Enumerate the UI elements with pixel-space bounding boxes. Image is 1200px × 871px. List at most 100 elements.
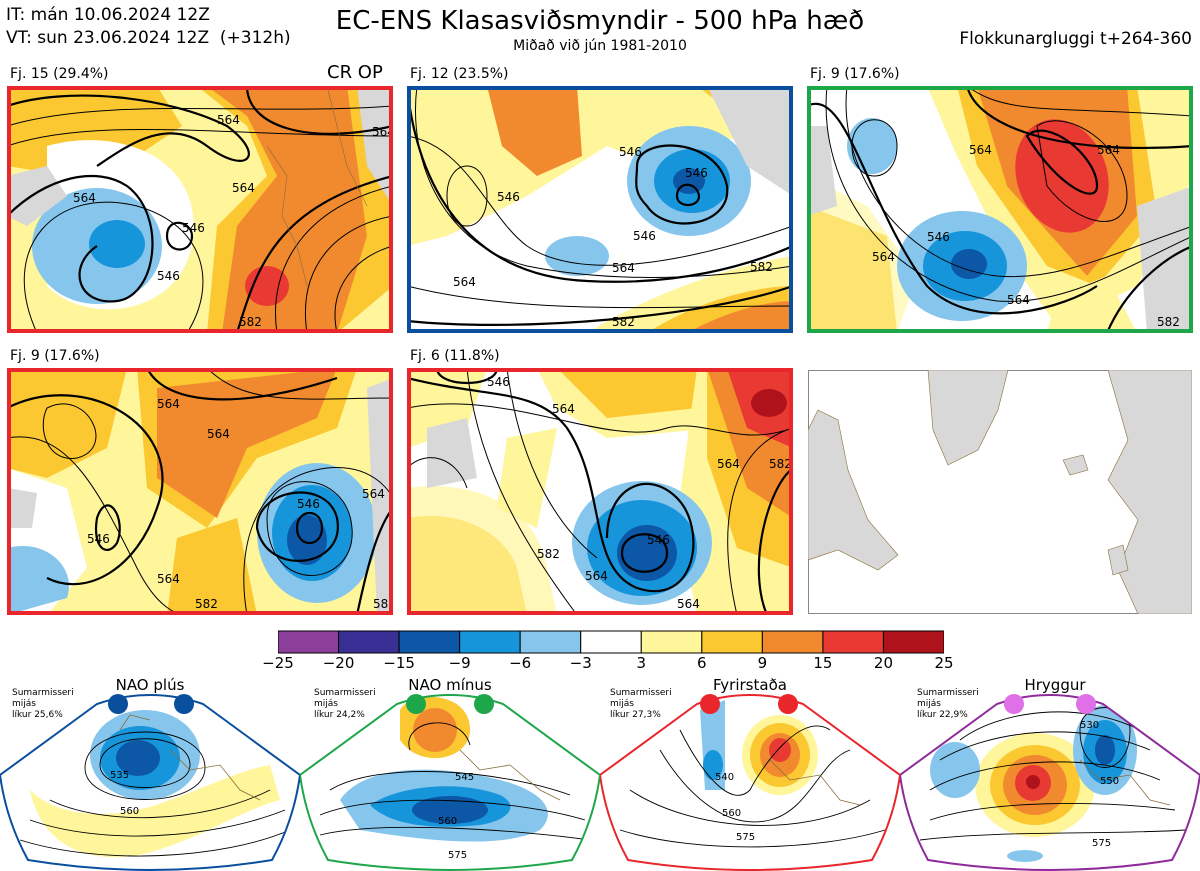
colorbar-segment: [459, 630, 521, 654]
regime-dot: [406, 694, 426, 714]
contour-label: 546: [647, 533, 670, 547]
chart-subtitle: Miðað við jún 1981-2010: [513, 38, 687, 54]
colorbar-segment: [822, 630, 884, 654]
cluster-label-5: Fj. 6 (11.8%): [410, 348, 500, 364]
contour-label: 564: [677, 597, 700, 611]
colorbar-segment: [580, 630, 642, 654]
header-info: IT: mán 10.06.2024 12Z VT: sun 23.06.2024…: [6, 4, 291, 50]
regime-dot: [174, 694, 194, 714]
cluster-map-4: 564 546 564 546 564 564 582 582: [7, 368, 393, 615]
vt-line: VT: sun 23.06.2024 12Z (+312h): [6, 28, 291, 48]
regime-contour-label: 560: [120, 806, 139, 817]
regime-contour-label: 545: [455, 772, 474, 783]
contour-label: 564: [1097, 143, 1120, 157]
contour-label: 564: [73, 191, 96, 205]
regime-map-4: 530 550 575: [900, 694, 1200, 871]
contour-label: 546: [927, 230, 950, 244]
contour-label: 564: [157, 572, 180, 586]
colorbar-tick-label: 3: [636, 654, 647, 672]
regime-line2: mijás: [917, 699, 941, 709]
regime-season: Sumarmisseri: [314, 688, 376, 698]
colorbar-tick-label: −25: [262, 654, 294, 672]
regime-meta-3: Sumarmisseri mijás líkur 27,3%: [610, 688, 700, 721]
colorbar-segment: [761, 630, 824, 654]
colorbar-tick-label: 25: [934, 654, 954, 672]
colorbar-tick-label: 9: [757, 654, 768, 672]
colorbar-segment: [338, 630, 400, 654]
regime-contour-label: 540: [715, 772, 734, 783]
regime-contour-label: 575: [736, 832, 755, 843]
regime-dot: [108, 694, 128, 714]
regime-title-4: Hryggur: [1024, 676, 1086, 694]
colorbar: [278, 630, 944, 654]
window-label: Flokkunargluggi t+264-360: [959, 29, 1192, 49]
cluster-label-1: Fj. 15 (29.4%): [10, 66, 109, 82]
cr-op-tag: CR OP: [327, 62, 383, 83]
regime-map-3: 540 560 575: [600, 694, 900, 871]
cluster-map-5: 546 564 564 582 546 564 582 564: [407, 368, 793, 615]
contour-label: 546: [87, 532, 110, 546]
contour-label: 546: [633, 229, 656, 243]
contour-label: 546: [487, 375, 510, 389]
contour-label: 582: [195, 597, 218, 611]
cluster-map-3: 564 546 564 564 564 582: [807, 86, 1193, 333]
colorbar-segment: [278, 630, 340, 654]
regime-map-1: 535 560: [0, 694, 300, 871]
regime-meta-4: Sumarmisseri mijás líkur 22,9%: [917, 688, 1007, 721]
regime-contour-label: 535: [110, 770, 129, 781]
regime-probability: líkur 22,9%: [917, 710, 968, 720]
colorbar-tick-label: −9: [448, 654, 471, 672]
regime-contour-label: 575: [1092, 838, 1111, 849]
cluster-label-4: Fj. 9 (17.6%): [10, 348, 100, 364]
contour-label: 582: [612, 315, 635, 329]
contour-label: 582: [239, 315, 262, 329]
contour-label: 582: [1157, 315, 1180, 329]
cluster-map-2: 546 546 546 546 564 564 582 582: [407, 86, 793, 333]
contour-label: 564: [232, 181, 255, 195]
regime-contour-label: 560: [722, 808, 741, 819]
regime-line2: mijás: [314, 699, 338, 709]
contour-label: 564: [207, 427, 230, 441]
regime-probability: líkur 25,6%: [12, 710, 63, 720]
contour-label: 564: [372, 125, 393, 139]
colorbar-tick-label: −15: [383, 654, 415, 672]
regime-season: Sumarmisseri: [917, 688, 979, 698]
contour-label: 546: [182, 221, 205, 235]
regime-contour-label: 530: [1080, 720, 1099, 731]
regime-map-2: 545 560 575: [300, 694, 600, 871]
regime-title-2: NAO mínus: [408, 676, 492, 694]
colorbar-segment: [398, 630, 461, 654]
regime-probability: líkur 24,2%: [314, 710, 365, 720]
regime-season: Sumarmisseri: [12, 688, 74, 698]
contour-label: 564: [585, 569, 608, 583]
colorbar-labels: −25 −20 −15 −9 −6 −3 3 6 9 15 20 25: [262, 654, 953, 674]
regime-contour-label: 575: [448, 850, 467, 861]
contour-label: 564: [969, 143, 992, 157]
contour-label: 564: [217, 113, 240, 127]
regime-title-1: NAO plús: [115, 676, 185, 694]
contour-label: 582: [537, 547, 560, 561]
regime-line2: mijás: [610, 699, 634, 709]
regime-dot: [1004, 694, 1024, 714]
regime-title-3: Fyrirstaða: [713, 676, 787, 694]
regime-meta-2: Sumarmisseri mijás líkur 24,2%: [314, 688, 404, 721]
cluster-label-3: Fj. 9 (17.6%): [810, 66, 900, 82]
regime-dot: [778, 694, 798, 714]
contour-label: 546: [497, 190, 520, 204]
contour-label: 582: [373, 597, 393, 611]
contour-label: 546: [297, 497, 320, 511]
regime-meta-1: Sumarmisseri mijás líkur 25,6%: [12, 688, 102, 721]
regime-probability: líkur 27,3%: [610, 710, 661, 720]
regime-line2: mijás: [12, 699, 36, 709]
cluster-map-1: 564 564 564 546 546 564 582: [7, 86, 393, 333]
contour-label: 564: [362, 487, 385, 501]
contour-label: 564: [1007, 293, 1030, 307]
colorbar-tick-label: −3: [569, 654, 592, 672]
contour-label: 564: [453, 275, 476, 289]
contour-label: 546: [685, 166, 708, 180]
colorbar-segment: [882, 630, 944, 654]
it-line: IT: mán 10.06.2024 12Z: [6, 5, 210, 25]
regime-contour-label: 560: [438, 816, 457, 827]
contour-label: 564: [872, 250, 895, 264]
regime-contour-label: 550: [1100, 776, 1119, 787]
